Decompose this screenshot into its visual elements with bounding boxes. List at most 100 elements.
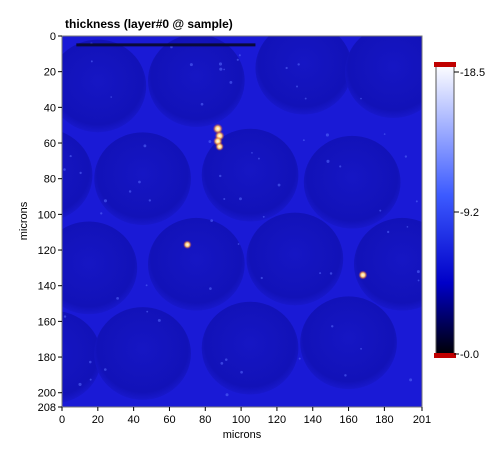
plot-area — [62, 36, 422, 407]
heatmap-speckle — [404, 155, 408, 158]
heatmap-speckle — [387, 230, 390, 234]
heatmap-speckle — [325, 133, 329, 137]
heatmap-blob — [344, 36, 422, 119]
heatmap-speckle — [379, 209, 382, 212]
heatmap-speckle — [262, 215, 265, 218]
x-tick-label: 100 — [232, 414, 250, 426]
heatmap-blob — [94, 132, 191, 226]
heatmap-speckle — [103, 199, 108, 203]
heatmap-speckle — [236, 58, 239, 61]
heatmap-speckle — [146, 310, 149, 313]
heatmap-speckle — [297, 63, 300, 66]
heatmap-speckle — [415, 200, 418, 203]
y-tick-label: 180 — [38, 352, 56, 364]
heatmap-speckle — [416, 270, 420, 274]
heatmap-speckle — [329, 272, 333, 275]
heatmap-speckle — [409, 378, 413, 382]
x-axis: 0 20 40 60 80 100 120 140 160 180 201 — [59, 407, 431, 426]
heatmap-blob — [147, 217, 245, 311]
y-axis-label: microns — [18, 201, 30, 240]
x-tick-label: 0 — [59, 414, 65, 426]
heatmap-speckle — [63, 168, 66, 171]
heatmap-speckle — [406, 226, 409, 228]
heatmap-speckle — [331, 325, 334, 328]
x-tick-label: 80 — [199, 414, 211, 426]
heatmap-speckle — [110, 96, 112, 98]
heatmap-speckle — [240, 370, 243, 374]
y-tick-label: 160 — [38, 316, 56, 328]
heatmap-speckle — [302, 139, 305, 142]
heatmap-blob — [201, 128, 299, 222]
heatmap-speckle — [210, 219, 214, 222]
x-tick-label: 201 — [413, 414, 431, 426]
x-tick-label: 120 — [268, 414, 286, 426]
heatmap-speckle — [128, 190, 132, 193]
heatmap-speckle — [239, 197, 242, 201]
heatmap-blob — [353, 217, 422, 311]
y-tick-label: 208 — [38, 402, 56, 414]
y-tick-label: 200 — [38, 388, 56, 400]
heatmap-blob — [62, 221, 138, 315]
x-tick-label: 140 — [304, 414, 322, 426]
heatmap-speckle — [69, 154, 72, 158]
heatmap-blob — [94, 307, 191, 400]
heatmap-speckle — [90, 60, 93, 63]
x-tick-label: 60 — [163, 414, 175, 426]
y-tick-label: 140 — [38, 281, 56, 293]
y-tick-label: 0 — [50, 31, 56, 43]
y-axis: 0 20 40 60 80 100 120 140 160 180 200 208 — [38, 31, 62, 414]
heatmap-speckle — [277, 183, 281, 187]
heatmap-speckle — [138, 180, 141, 184]
heatmap-speckle — [89, 378, 92, 381]
x-axis-label: microns — [223, 429, 262, 441]
heatmap-speckle — [200, 102, 204, 106]
heatmap-speckle — [148, 199, 152, 202]
heatmap-speckle — [258, 157, 260, 160]
chart-title: thickness (layer#0 @ sample) — [65, 17, 233, 31]
heatmap-speckle — [417, 279, 420, 282]
heatmap-speckle — [79, 171, 82, 175]
y-tick-label: 120 — [38, 245, 56, 257]
heatmap-speckle — [339, 165, 342, 168]
y-tick-label: 100 — [38, 209, 56, 221]
heatmap-speckle — [229, 80, 233, 84]
heatmap-speckle — [296, 85, 298, 88]
heatmap-blob — [201, 301, 299, 395]
y-tick-label: 40 — [44, 102, 56, 114]
heatmap-speckle — [103, 368, 107, 371]
heatmap-hot-spot — [215, 142, 224, 151]
heatmap-speckle — [219, 67, 223, 71]
heatmap-blob — [62, 132, 93, 219]
colorbar-min-marker — [434, 353, 456, 358]
heatmap-speckle — [304, 97, 307, 100]
colorbar-label-mid: -9.2 — [460, 207, 479, 219]
x-tick-label: 20 — [92, 414, 104, 426]
heatmap-speckle — [344, 374, 347, 377]
heatmap-speckle — [260, 276, 263, 280]
colorbar-max-marker — [434, 62, 456, 67]
heatmap-blob — [255, 36, 353, 115]
heatmap-speckle — [218, 62, 223, 66]
heatmap-speckle — [298, 357, 301, 360]
heatmap-speckle — [208, 140, 212, 143]
colorbar-label-min: -0.0 — [460, 349, 479, 361]
heatmap-hot-spot — [358, 270, 368, 280]
heatmap-speckle — [219, 174, 222, 178]
heatmap-speckle — [157, 318, 161, 322]
heatmap-speckle — [209, 287, 212, 290]
heatmap-speckle — [116, 296, 119, 300]
heatmap-blob — [300, 296, 397, 390]
plot-frame — [61, 35, 423, 408]
heatmap-speckle — [224, 358, 228, 361]
heatmap-speckle — [237, 243, 240, 245]
heatmap-blob — [147, 36, 245, 127]
heatmap-speckle — [360, 347, 362, 350]
heatmap-speckle — [78, 382, 82, 386]
heatmap-speckle — [63, 315, 67, 318]
heatmap-speckle — [238, 54, 241, 57]
heatmap-speckle — [251, 152, 253, 154]
heatmap-speckle — [383, 133, 386, 135]
colorbar-label-max: -18.5 — [460, 67, 485, 79]
x-tick-label: 40 — [128, 414, 140, 426]
